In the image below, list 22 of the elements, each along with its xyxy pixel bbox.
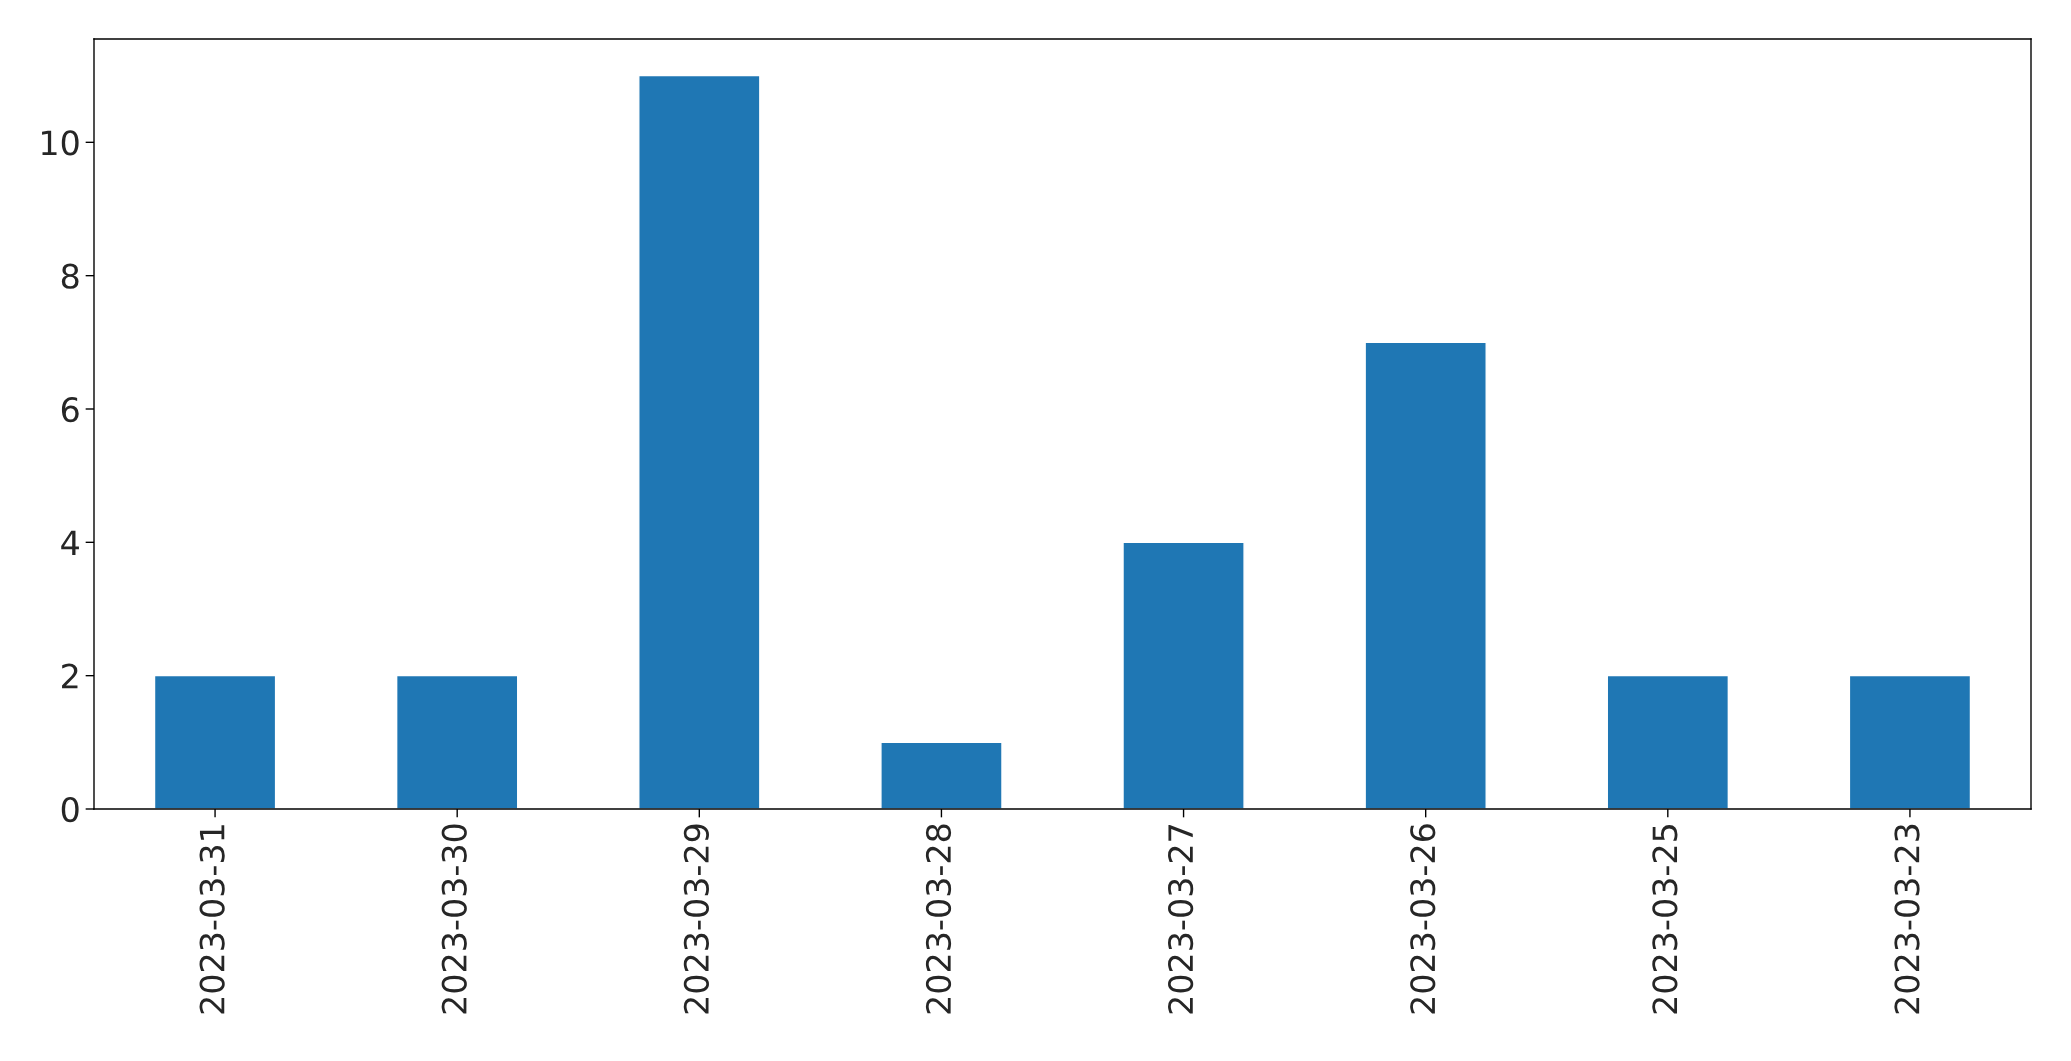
y-tick-label: 2 bbox=[62, 663, 78, 689]
x-tick-label: 2023-03-27 bbox=[1168, 825, 1194, 1014]
bar bbox=[1364, 341, 1487, 809]
x-tick-label: 2023-03-26 bbox=[1410, 824, 1436, 1014]
y-tick-label: 4 bbox=[61, 530, 79, 555]
y-tick-label: 0 bbox=[61, 796, 79, 823]
x-tick-label: 2023-03-25 bbox=[1652, 825, 1678, 1014]
y-tick-label: 10 bbox=[42, 130, 79, 156]
bar bbox=[880, 741, 1003, 809]
x-tick-label: 2023-03-31 bbox=[199, 825, 225, 1014]
y-tick-label: 6 bbox=[61, 396, 79, 423]
bar bbox=[1122, 541, 1245, 809]
bar bbox=[638, 74, 761, 809]
x-tick-label: 2023-03-28 bbox=[925, 824, 952, 1014]
x-tick-label: 2023-03-23 bbox=[1894, 824, 1920, 1014]
x-tick-label: 2023-03-29 bbox=[683, 824, 709, 1014]
x-tick-label: 2023-03-30 bbox=[441, 824, 467, 1014]
bar bbox=[153, 674, 277, 809]
bar bbox=[1848, 674, 1972, 809]
bar bbox=[395, 674, 519, 809]
y-tick-label: 8 bbox=[61, 263, 79, 289]
bar bbox=[1606, 674, 1730, 809]
